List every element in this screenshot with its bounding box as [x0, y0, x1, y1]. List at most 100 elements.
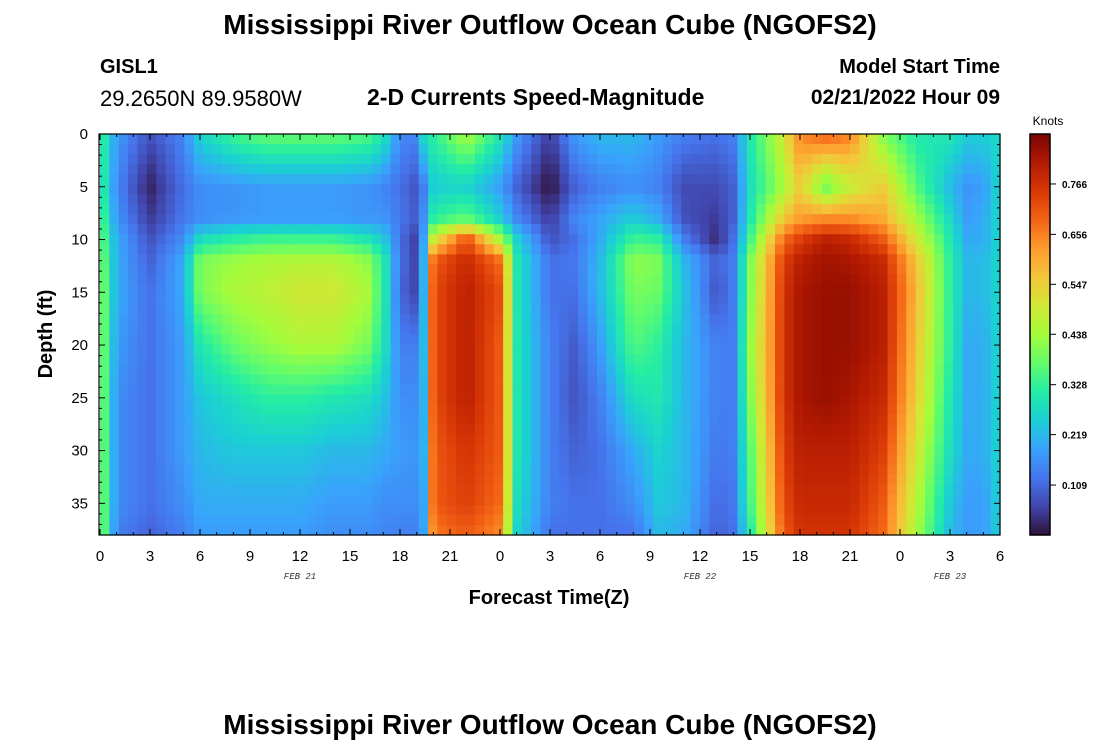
heatmap-cell [315, 304, 326, 316]
heatmap-cell [953, 464, 964, 476]
heatmap-cell [831, 134, 842, 145]
heatmap-cell [184, 204, 195, 215]
heatmap-cell [503, 214, 514, 225]
heatmap-cell [578, 394, 589, 406]
heatmap-cell [465, 134, 476, 145]
heatmap-cell [221, 404, 232, 416]
heatmap-cell [821, 504, 832, 516]
heatmap-cell [231, 164, 242, 175]
heatmap-cell [840, 254, 851, 265]
heatmap-cell [146, 524, 157, 536]
heatmap-cell [606, 154, 617, 165]
heatmap-cell [887, 494, 898, 506]
heatmap-cell [493, 514, 504, 526]
heatmap-cell [231, 384, 242, 396]
heatmap-cell [821, 264, 832, 275]
heatmap-cell [446, 224, 457, 235]
heatmap-cell [615, 274, 626, 285]
heatmap-cell [803, 454, 814, 466]
heatmap-cell [803, 314, 814, 326]
heatmap-cell [315, 164, 326, 175]
heatmap-cell [418, 214, 429, 225]
heatmap-cell [128, 364, 139, 376]
heatmap-cell [137, 284, 148, 296]
heatmap-cell [578, 284, 589, 296]
heatmap-cell [334, 524, 345, 536]
heatmap-cell [475, 284, 485, 296]
heatmap-cell [568, 424, 579, 436]
heatmap-cell [812, 394, 823, 406]
heatmap-cell [746, 374, 757, 386]
heatmap-cell [803, 444, 814, 456]
colorbar-tick-label: 0.109 [1062, 481, 1087, 492]
heatmap-cell [662, 354, 673, 366]
heatmap-cell [737, 254, 748, 265]
heatmap-cell [390, 224, 401, 235]
heatmap-cell [531, 364, 542, 376]
heatmap-cell [793, 294, 804, 306]
heatmap-cell [231, 454, 242, 466]
heatmap-cell [278, 464, 289, 476]
heatmap-cell [456, 274, 467, 285]
heatmap-cell [925, 344, 935, 356]
heatmap-cell [381, 334, 392, 346]
heatmap-cell [221, 344, 232, 356]
heatmap-cell [803, 284, 814, 296]
heatmap-cell [634, 304, 645, 316]
heatmap-cell [503, 304, 514, 316]
heatmap-cell [137, 164, 148, 175]
heatmap-cell [325, 374, 335, 386]
heatmap-cell [446, 494, 457, 506]
heatmap-cell [850, 254, 860, 265]
heatmap-cell [315, 224, 326, 235]
heatmap-cell [812, 304, 823, 316]
x-tick-label: 6 [196, 548, 204, 565]
heatmap-cell [718, 214, 729, 225]
heatmap-cell [193, 234, 204, 245]
heatmap-cell [268, 324, 279, 336]
heatmap-cell [859, 204, 870, 215]
heatmap-cell [343, 474, 354, 486]
heatmap-cell [531, 384, 542, 396]
heatmap-cell [578, 414, 589, 426]
heatmap-cell [662, 194, 673, 205]
heatmap-cell [906, 354, 917, 366]
heatmap-cell [268, 464, 279, 476]
heatmap-cell [550, 224, 560, 235]
heatmap-cell [578, 524, 589, 536]
heatmap-cell [746, 234, 757, 245]
heatmap-chart: 0 3 6 9 12 15 18 21 0 3 6 9 12 15 18 21 0 3 6 051015202530… [35, 114, 1087, 609]
heatmap-cell [371, 284, 382, 296]
heatmap-cell [643, 194, 654, 205]
heatmap-cell [821, 454, 832, 466]
heatmap-cell [568, 224, 579, 235]
heatmap-cell [259, 514, 270, 526]
heatmap-cell [296, 294, 307, 306]
heatmap-cell [775, 144, 785, 155]
heatmap-cell [690, 214, 701, 225]
heatmap-cell [493, 404, 504, 416]
heatmap-cell [409, 344, 420, 356]
heatmap-cell [184, 284, 195, 296]
heatmap-cell [512, 304, 523, 316]
heatmap-cell [643, 214, 654, 225]
heatmap-cell [709, 484, 720, 496]
heatmap-cell [306, 284, 317, 296]
heatmap-cell [540, 274, 551, 285]
heatmap-cell [550, 384, 560, 396]
heatmap-cell [709, 244, 720, 255]
heatmap-cell [278, 314, 289, 326]
heatmap-cell [634, 154, 645, 165]
heatmap-cell [756, 184, 767, 195]
heatmap-cell [868, 204, 879, 215]
heatmap-cell [203, 254, 214, 265]
heatmap-cell [915, 524, 926, 536]
heatmap-cell [634, 274, 645, 285]
heatmap-cell [850, 344, 860, 356]
heatmap-cell [437, 184, 448, 195]
heatmap-cell [681, 414, 692, 426]
heatmap-cell [268, 374, 279, 386]
heatmap-cell [175, 264, 185, 275]
heatmap-cell [212, 424, 223, 436]
heatmap-cell [512, 504, 523, 516]
